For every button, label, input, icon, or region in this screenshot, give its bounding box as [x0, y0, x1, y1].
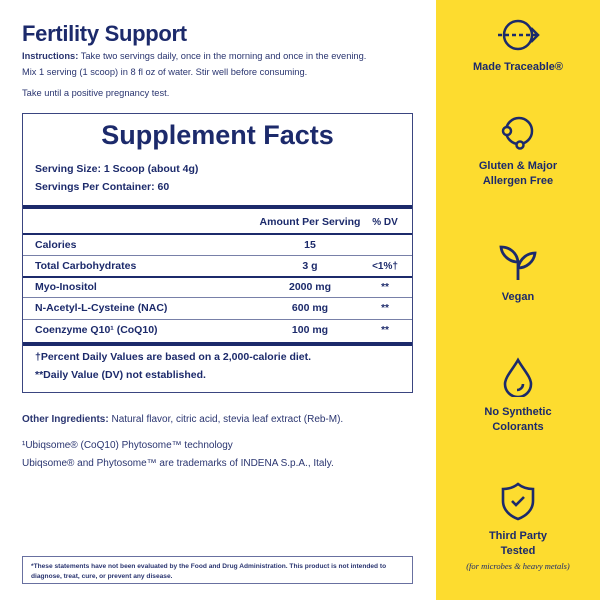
header-dv: % DV	[372, 216, 398, 228]
table-row: N-Acetyl-L-Cysteine (NAC) 600 mg **	[35, 298, 412, 318]
row-name: Calories	[35, 239, 77, 251]
row-name: N-Acetyl-L-Cysteine (NAC)	[35, 302, 168, 314]
header-amount: Amount Per Serving	[259, 216, 361, 228]
feature-third-party-tested: Third Party Tested (for microbes & heavy …	[436, 481, 600, 571]
feature-vegan: Vegan	[436, 242, 600, 305]
row-amount: 100 mg	[291, 324, 329, 336]
divider	[23, 276, 412, 278]
traceable-arrow-icon	[498, 19, 540, 51]
feature-label-line2: Colorants	[492, 421, 544, 433]
row-name: Coenzyme Q10¹ (CoQ10)	[35, 324, 158, 336]
product-title: Fertility Support	[22, 21, 187, 46]
feature-no-synthetic-colorants: No Synthetic Colorants	[436, 357, 600, 435]
table-header: Amount Per Serving % DV	[35, 212, 412, 232]
supplement-facts-title: Supplement Facts	[101, 120, 334, 150]
other-ingredients: Other Ingredients: Natural flavor, citri…	[22, 414, 343, 425]
feature-label-line1: No Synthetic	[484, 406, 552, 418]
feature-made-traceable: Made Traceable®	[436, 18, 600, 75]
sprout-icon	[499, 245, 537, 280]
row-amount: 2000 mg	[288, 281, 332, 293]
row-amount: 15	[304, 239, 316, 251]
divider-thick	[23, 205, 412, 209]
divider	[23, 233, 412, 235]
feature-label: Gluten & Major Allergen Free	[436, 159, 600, 189]
feature-label-line2: Tested	[500, 545, 536, 557]
fda-disclaimer: *These statements have not been evaluate…	[22, 556, 413, 584]
trademark-note: Ubiqsome® and Phytosome™ are trademarks …	[22, 458, 334, 469]
divider	[23, 297, 412, 298]
instructions-line1: Take two servings daily, once in the mor…	[78, 51, 367, 61]
serving-size: Serving Size: 1 Scoop (about 4g)	[35, 163, 199, 175]
features-panel: Made Traceable® Gluten & Major Allergen F…	[436, 0, 600, 600]
instructions-label: Instructions:	[22, 51, 79, 61]
row-amount: 600 mg	[291, 302, 329, 314]
feature-label: Third Party Tested	[436, 529, 600, 559]
servings-per-container: Servings Per Container: 60	[35, 181, 170, 193]
shield-check-icon	[501, 482, 535, 521]
row-amount: 3 g	[302, 260, 318, 272]
divider	[23, 319, 412, 320]
other-ingredients-label: Other Ingredients:	[22, 414, 109, 425]
table-row: Total Carbohydrates 3 g <1%†	[35, 256, 412, 276]
drop-icon	[503, 357, 533, 397]
feature-label-line1: Gluten & Major	[478, 160, 558, 172]
table-row: Coenzyme Q10¹ (CoQ10) 100 mg **	[35, 320, 412, 340]
instructions-line3: Take until a positive pregnancy test.	[22, 88, 170, 98]
feature-label-line2: Allergen Free	[482, 175, 554, 187]
feature-allergen-free: Gluten & Major Allergen Free	[436, 115, 600, 189]
allergen-free-icon	[501, 116, 534, 150]
supplement-facts-panel: Supplement Facts Serving Size: 1 Scoop (…	[22, 113, 413, 393]
row-dv: <1%†	[372, 260, 398, 272]
row-dv: **	[381, 281, 389, 293]
divider-thick	[23, 342, 412, 346]
footnote-not-established: **Daily Value (DV) not established.	[35, 369, 206, 381]
row-name: Total Carbohydrates	[35, 260, 137, 272]
row-dv: **	[381, 324, 389, 336]
table-row: Myo-Inositol 2000 mg **	[35, 277, 412, 297]
feature-label: No Synthetic Colorants	[436, 405, 600, 435]
feature-sublabel: (for microbes & heavy metals)	[466, 561, 570, 571]
feature-label-line1: Third Party	[488, 530, 548, 542]
instructions: Instructions: Take two servings daily, o…	[22, 48, 366, 64]
row-dv: **	[381, 302, 389, 314]
footnote-dv: †Percent Daily Values are based on a 2,0…	[35, 351, 312, 363]
row-name: Myo-Inositol	[35, 281, 97, 293]
table-row: Calories 15	[35, 235, 412, 255]
other-ingredients-text: Natural flavor, citric acid, stevia leaf…	[108, 414, 344, 425]
instructions-line2: Mix 1 serving (1 scoop) in 8 fl oz of wa…	[22, 67, 308, 77]
ubiqsome-note: ¹Ubiqsome® (CoQ10) Phytosome™ technology	[22, 440, 233, 451]
feature-label: Vegan	[501, 291, 535, 303]
divider	[23, 255, 412, 256]
feature-label: Made Traceable®	[472, 61, 564, 73]
